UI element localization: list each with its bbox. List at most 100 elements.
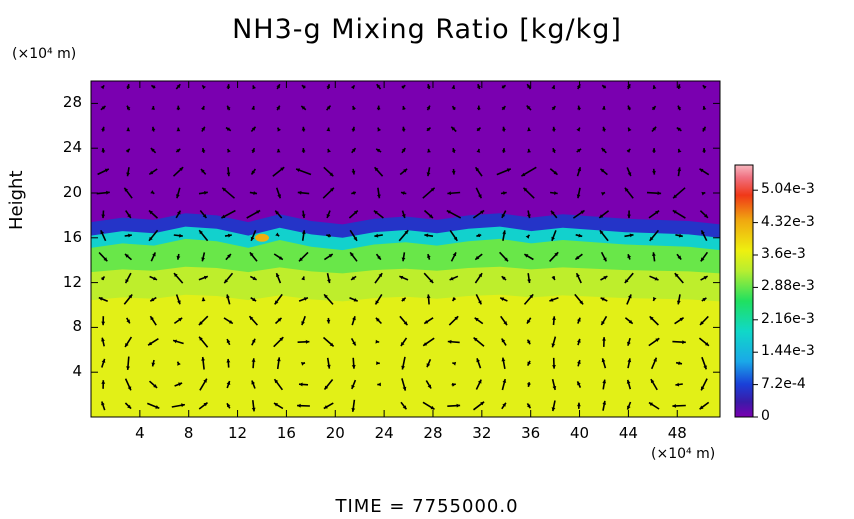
x-tick-label: 16 [276, 424, 296, 442]
wind-vector [198, 401, 208, 410]
wind-vector [676, 294, 681, 305]
wind-vector [502, 126, 506, 132]
wind-vector [501, 105, 507, 111]
wind-vector [276, 127, 281, 132]
wind-vector [249, 275, 257, 281]
wind-vector [100, 229, 107, 242]
wind-vector [402, 105, 406, 110]
wind-vector [226, 84, 231, 90]
wind-vector [126, 167, 130, 177]
wind-vector [201, 356, 205, 370]
wind-vector [352, 105, 356, 111]
wind-vector [698, 337, 710, 347]
wind-vector [677, 84, 681, 90]
wind-vector [449, 229, 458, 242]
wind-vector [627, 337, 631, 346]
wind-vector [572, 209, 585, 219]
wind-vector [676, 253, 682, 260]
wind-vector [527, 127, 531, 132]
wind-vector [598, 210, 610, 219]
wind-vector [473, 401, 485, 411]
wind-vector [652, 297, 657, 302]
wind-vector [452, 147, 456, 154]
wind-vector [401, 126, 406, 132]
wind-vector [375, 148, 382, 153]
wind-vector [526, 402, 532, 409]
wind-vector [576, 381, 582, 388]
wind-vector [526, 105, 532, 111]
wind-vector [250, 168, 257, 175]
y-unit-label: (×10⁴ m) [12, 46, 77, 62]
colorbar-tick-label: 2.88e-3 [761, 278, 815, 295]
x-tick-label: 44 [618, 424, 638, 442]
y-tick-label: 20 [62, 183, 82, 201]
wind-vector [624, 187, 634, 199]
wind-vector [274, 293, 283, 305]
wind-vector [426, 126, 432, 132]
wind-vector [323, 402, 334, 410]
wind-vector [699, 315, 709, 326]
wind-vector [226, 294, 231, 305]
wind-vector [601, 84, 607, 89]
wind-vector [149, 275, 158, 281]
wind-vector [201, 147, 206, 153]
wind-vector [273, 402, 284, 410]
wind-vector [526, 360, 531, 366]
wind-vector [151, 359, 156, 367]
wind-vector [527, 148, 531, 153]
wind-vector [226, 402, 231, 409]
wind-vector [599, 168, 608, 176]
wind-vector [423, 317, 434, 325]
wind-vector [248, 315, 258, 326]
wind-vector [176, 361, 181, 366]
wind-vector [101, 147, 106, 153]
wind-vector [422, 187, 436, 199]
wind-vector [702, 84, 707, 90]
wind-vector [649, 275, 659, 281]
wind-vector [250, 126, 257, 133]
wind-vector [150, 252, 157, 262]
wind-vector [600, 251, 608, 262]
wind-vector [474, 166, 483, 177]
wind-vector [401, 84, 406, 89]
wind-vector [251, 105, 255, 110]
wind-vector [600, 297, 608, 302]
wind-vector [374, 272, 383, 284]
wind-vector [126, 105, 131, 111]
wind-vector [600, 275, 608, 281]
wind-vector [399, 315, 409, 326]
wind-vector [274, 210, 283, 219]
wind-vector [377, 187, 381, 199]
wind-vector [499, 297, 508, 302]
wind-vector [675, 233, 683, 238]
x-tick-label: 32 [472, 424, 492, 442]
wind-vector [624, 317, 634, 325]
wind-vector [125, 148, 131, 153]
wind-vector [602, 379, 607, 390]
wind-vector [297, 190, 310, 195]
wind-vector [627, 127, 632, 132]
wind-vector [426, 105, 431, 111]
wind-vector [672, 340, 686, 345]
wind-vector [276, 105, 281, 111]
wind-vector [474, 317, 484, 325]
wind-vector [552, 147, 556, 154]
wind-vector [651, 126, 657, 133]
wind-vector [323, 166, 334, 177]
wind-vector [526, 339, 531, 345]
y-tick-label: 4 [72, 362, 82, 381]
wind-vector [424, 233, 434, 238]
wind-vector [101, 358, 106, 368]
wind-vector [551, 275, 556, 281]
wind-vector [198, 191, 208, 195]
wind-vector [401, 378, 407, 391]
wind-vector [475, 294, 483, 305]
wind-vector [224, 233, 232, 238]
wind-vector [501, 210, 507, 219]
wind-vector [699, 168, 710, 176]
wind-vector [374, 233, 383, 238]
wind-vector [151, 105, 156, 110]
wind-vector [351, 357, 356, 369]
wind-vector [100, 105, 107, 111]
wind-vector [221, 187, 236, 199]
